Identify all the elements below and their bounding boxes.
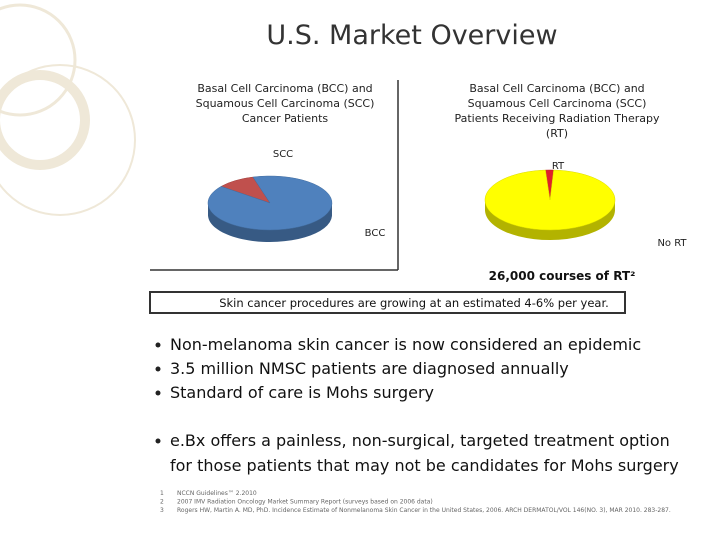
- footnote-number: 1: [160, 490, 164, 497]
- bullet: Standard of care is Mohs surgery: [170, 383, 434, 402]
- slice-label: RT: [552, 161, 565, 172]
- pie-slice: [484, 169, 616, 231]
- decoration: [0, 3, 136, 216]
- slice-label: No RT: [657, 238, 687, 249]
- bullet-dot: [155, 342, 161, 348]
- callout: Skin cancer procedures are growing at an…: [219, 296, 609, 310]
- slide-title: U.S. Market Overview: [266, 20, 557, 51]
- slice-label: SCC: [273, 149, 293, 160]
- chart-title: Basal Cell Carcinoma (BCC) and Squamous C…: [454, 82, 660, 140]
- footnote-number: 2: [160, 499, 164, 506]
- footnote: NCCN Guidelines™ 2.2010: [177, 490, 257, 497]
- bullet: 3.5 million NMSC patients are diagnosed …: [170, 359, 569, 378]
- footnote: Rogers HW, Martin A. MD, PhD. Incidence …: [177, 507, 671, 514]
- bullet-dot: [155, 438, 161, 444]
- bullet-dot: [155, 390, 161, 396]
- footnote-number: 3: [160, 507, 164, 514]
- pie-slice: [207, 175, 333, 231]
- bullet-dot: [155, 366, 161, 372]
- callout-box: [149, 291, 626, 314]
- slice-label: BCC: [365, 228, 386, 239]
- bullet: e.Bx offers a painless, non-surgical, ta…: [170, 431, 679, 475]
- bullet: Non-melanoma skin cancer is now consider…: [170, 335, 641, 354]
- chart-title: Basal Cell Carcinoma (BCC) and Squamous C…: [196, 82, 375, 125]
- footnote: 2007 IMV Radiation Oncology Market Summa…: [177, 499, 433, 506]
- annotation: 26,000 courses of RT²: [489, 269, 636, 283]
